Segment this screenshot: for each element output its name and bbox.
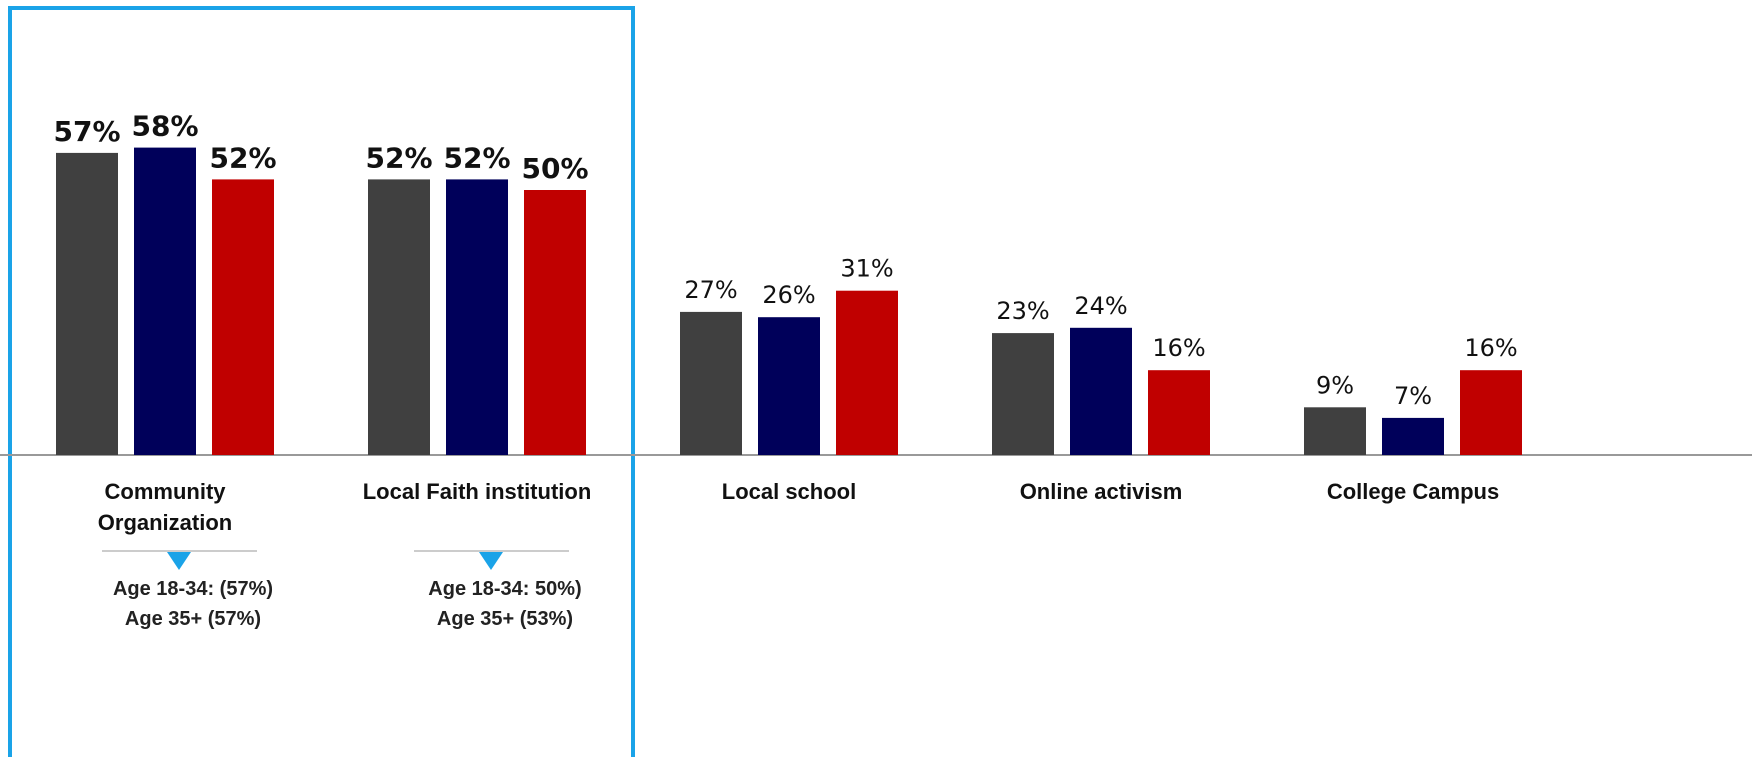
data-label: 16% (1152, 334, 1205, 362)
bar (1382, 417, 1444, 455)
bar (524, 190, 586, 455)
bar (134, 147, 196, 455)
data-label: 52% (443, 141, 510, 174)
data-label: 16% (1464, 334, 1517, 362)
annotation-arrow (479, 552, 503, 570)
bar (212, 179, 274, 455)
bar (1304, 407, 1366, 455)
data-label: 26% (762, 281, 815, 309)
annotation: Age 18-34: 50%) (428, 578, 582, 600)
x-tick-label: Local school (721, 479, 857, 504)
data-label: 7% (1394, 382, 1432, 410)
bar (1460, 370, 1522, 455)
data-label: 52% (209, 141, 276, 174)
bar (56, 152, 118, 455)
bar (680, 311, 742, 455)
x-tick-label: College Campus (1326, 479, 1500, 504)
data-label: 24% (1074, 292, 1127, 320)
annotation: Age 35+ (57%) (124, 608, 262, 630)
data-label: 23% (996, 297, 1049, 325)
bar (446, 179, 508, 455)
data-label: 52% (365, 141, 432, 174)
data-label: 50% (521, 152, 588, 185)
bar (1148, 370, 1210, 455)
highlight-box (8, 6, 635, 757)
bar (1070, 327, 1132, 455)
bar (758, 317, 820, 455)
annotation: Age 35+ (53%) (436, 608, 574, 630)
data-label: 9% (1316, 371, 1354, 399)
bar (836, 290, 898, 455)
x-tick-label: Community Organization (97, 479, 233, 535)
x-tick-label: Online activism (1019, 479, 1183, 504)
bar (368, 179, 430, 455)
annotation: Age 18-34: (57%) (112, 578, 274, 600)
data-label: 31% (840, 255, 893, 283)
x-tick-label: Local Faith institution (362, 479, 592, 504)
annotation-arrow (167, 552, 191, 570)
data-label: 57% (53, 115, 120, 148)
data-label: 27% (684, 276, 737, 304)
bar (992, 333, 1054, 455)
data-label: 58% (131, 110, 198, 143)
